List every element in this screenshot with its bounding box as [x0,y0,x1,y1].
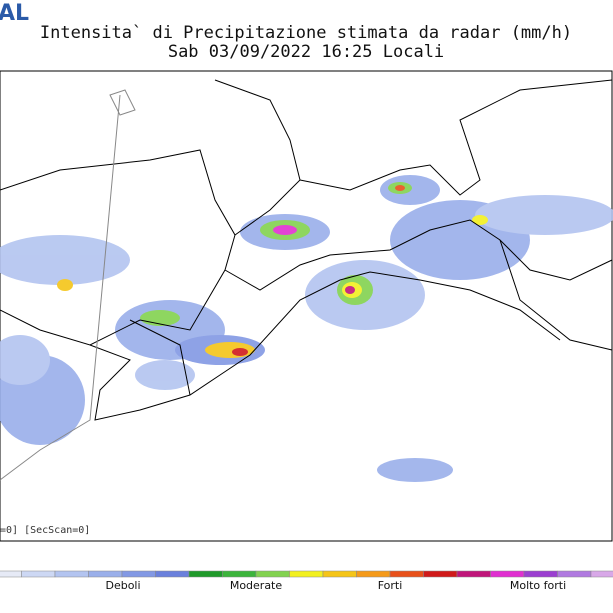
legend-swatch [88,570,123,578]
legend-swatch [456,570,491,578]
legend-swatch [121,570,156,578]
legend-swatch [590,570,613,578]
logo: AL [0,1,29,26]
legend-swatch [0,570,22,578]
legend-label: Deboli [105,579,140,592]
legend-label: Moderate [230,579,283,592]
borders [0,79,613,421]
legend-label: Forti [378,579,403,592]
legend-swatch [21,570,56,578]
legend-swatch [557,570,592,578]
legend-swatch [490,570,525,578]
legend-swatch [54,570,89,578]
subtitle: Sab 03/09/2022 16:25 Locali [168,42,444,62]
legend: Deboli Moderate Forti Molto forti [0,570,613,592]
legend-swatch [389,570,424,578]
precipitation [0,175,613,482]
legend-swatch [155,570,190,578]
scan-note: =0] [SecScan=0] [0,525,90,536]
legend-label: Molto forti [510,579,566,592]
legend-swatch [523,570,558,578]
legend-swatch [222,570,257,578]
legend-swatch [423,570,458,578]
map: =0] [SecScan=0] [0,70,613,542]
title: Intensita` di Precipitazione stimata da … [40,23,572,43]
legend-swatch [322,570,357,578]
legend-swatch [289,570,324,578]
legend-swatch [255,570,290,578]
map-frame [0,70,613,542]
legend-swatch [188,570,223,578]
legend-swatch [356,570,391,578]
